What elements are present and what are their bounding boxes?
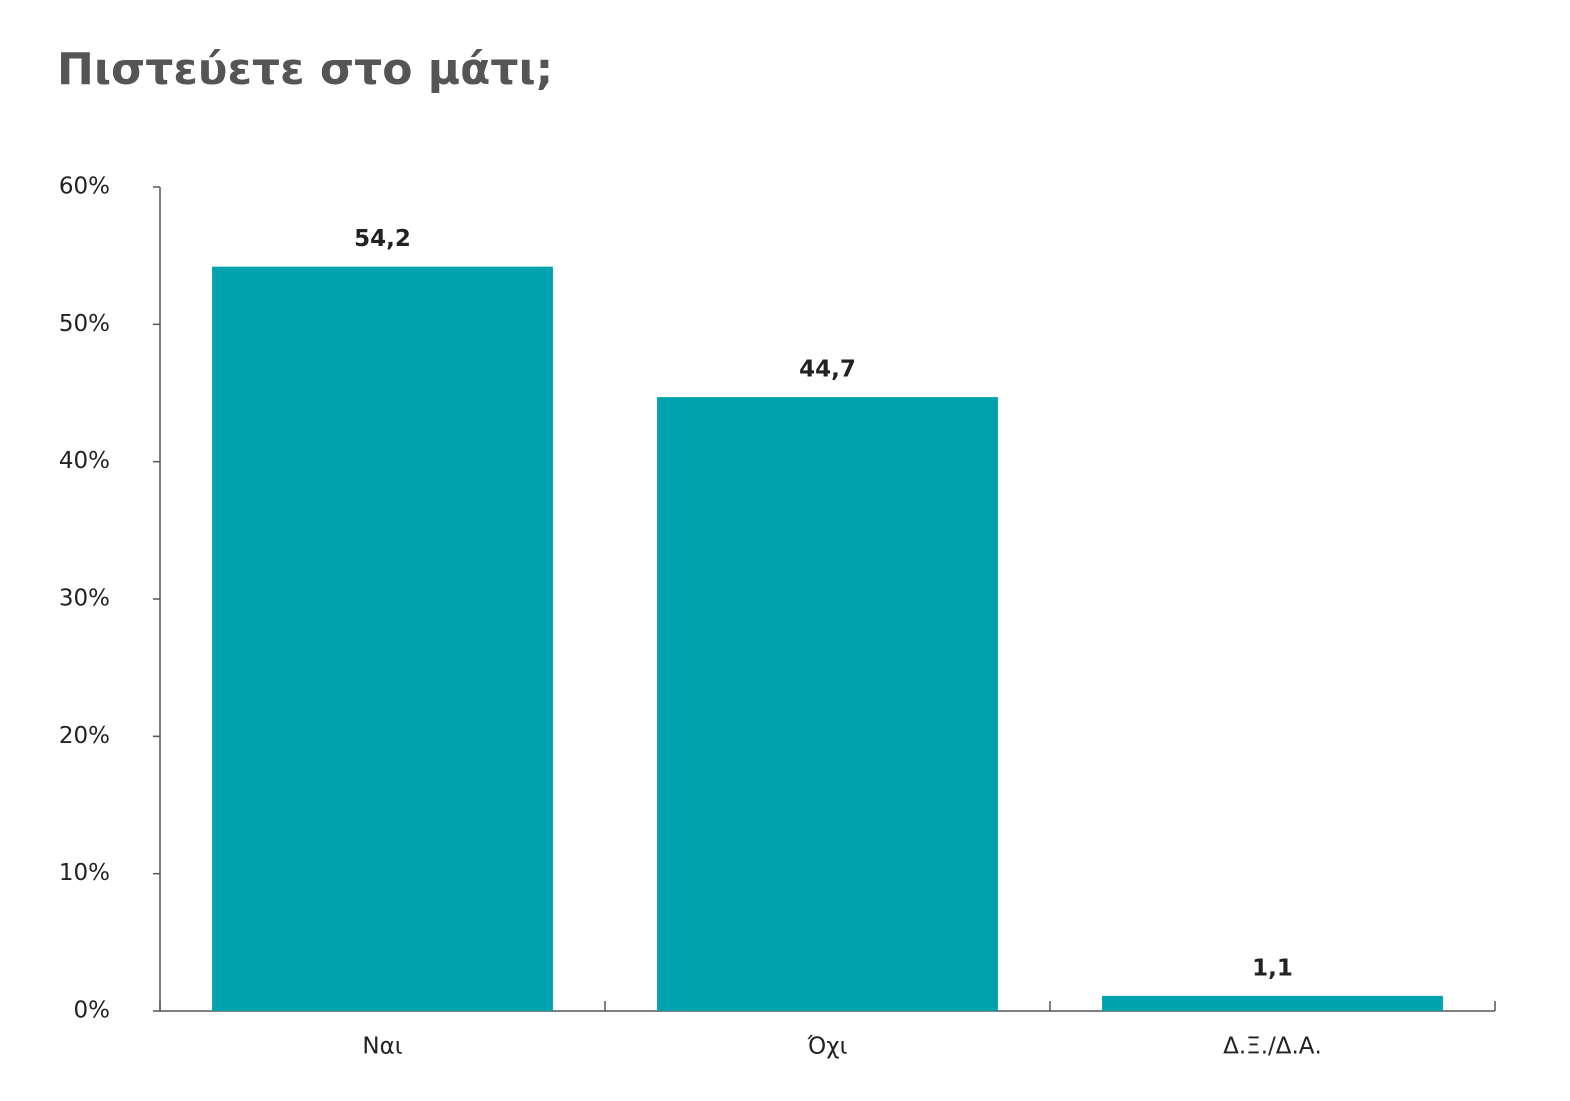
bar <box>212 266 553 1011</box>
y-tick-label: 40% <box>59 448 110 474</box>
chart-title: Πιστεύετε στο μάτι; <box>57 44 553 95</box>
x-tick-label: Όχι <box>807 1034 848 1060</box>
x-tick-label: Δ.Ξ./Δ.Α. <box>1223 1034 1322 1060</box>
bar <box>1102 995 1443 1011</box>
x-tick-label: Ναι <box>362 1034 402 1060</box>
y-tick-label: 30% <box>59 586 110 612</box>
value-label: 44,7 <box>799 357 856 383</box>
y-tick-label: 0% <box>74 998 111 1024</box>
y-tick-label: 50% <box>59 311 110 337</box>
value-label: 54,2 <box>354 226 411 252</box>
bar <box>657 397 998 1011</box>
y-tick-label: 10% <box>59 860 110 886</box>
y-tick-label: 60% <box>59 174 110 200</box>
value-label: 1,1 <box>1252 955 1293 981</box>
y-tick-label: 20% <box>59 723 110 749</box>
